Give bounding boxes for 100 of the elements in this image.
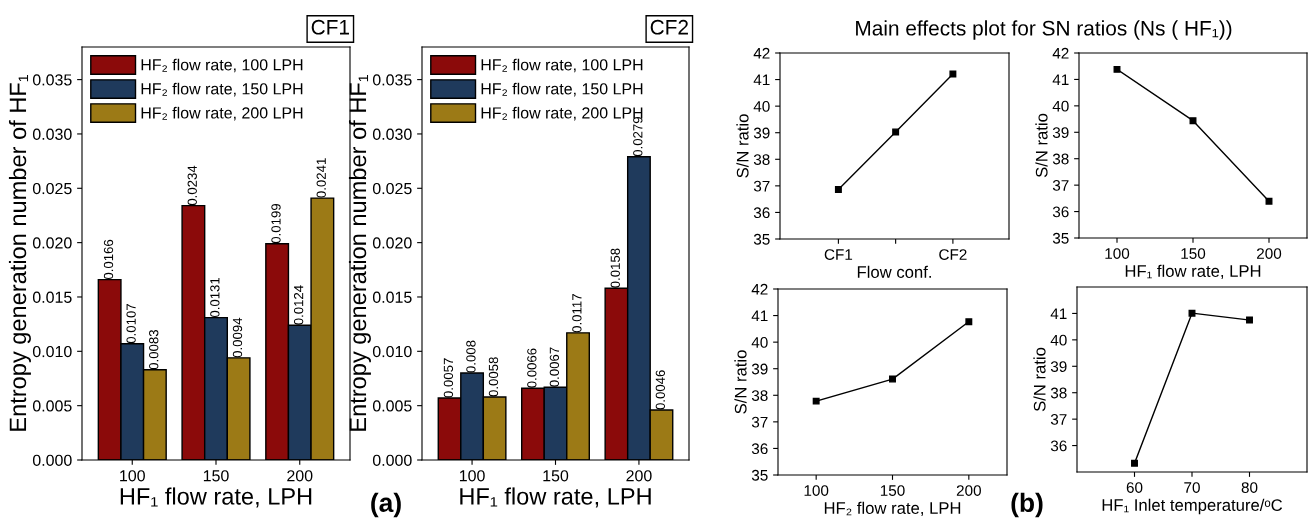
data-label: 0.0199: [271, 203, 281, 244]
y-tick-label: 0.015: [372, 291, 412, 303]
y-tick-label: 40: [1052, 100, 1069, 112]
data-label: 0.0131: [210, 277, 220, 318]
legend-label: HF₂ flow rate, 100 LPH: [481, 58, 643, 73]
point: [1113, 65, 1121, 73]
y-tick-label: 0.010: [32, 345, 72, 358]
data-label: 0.0234: [187, 165, 197, 206]
x-tick-label: 70: [1184, 482, 1200, 493]
y-tick-label: 35: [1052, 232, 1069, 244]
legend-label: HF₂ flow rate, 150 LPH: [481, 82, 643, 97]
point: [834, 186, 842, 194]
x-tick-label: CF1: [824, 249, 853, 260]
y-tick-label: 42: [1052, 47, 1069, 59]
y-tick-label: 40: [751, 337, 768, 348]
x-tick-label: 100: [459, 470, 485, 482]
y-tick-label: 0.025: [372, 182, 412, 195]
y-axis-title: Entropy generation number of HF₁: [8, 74, 31, 431]
y-tick-label: 0.035: [32, 74, 72, 86]
legend-label: HF₂ flow rate, 200 LPH: [141, 106, 303, 121]
y-tick-label: 42: [753, 47, 770, 59]
x-tick-label: 150: [1181, 248, 1206, 259]
chart-title: CF1: [311, 19, 349, 35]
y-tick-label: 38: [1050, 387, 1067, 399]
y-tick-label: 39: [753, 127, 770, 139]
data-label: 0.0166: [103, 239, 114, 280]
y-tick-label: 0.035: [372, 74, 412, 86]
point: [1188, 309, 1196, 317]
y-tick-label: 41: [1050, 308, 1067, 319]
x-tick-label: 100: [1105, 248, 1130, 259]
x-tick-label: 200: [626, 470, 652, 482]
legend-label: HF₂ flow rate, 100 LPH: [141, 58, 303, 73]
x-tick-label: 100: [804, 485, 829, 496]
x-axis-title: HF₁ Inlet temperature/ᵒC: [1102, 498, 1283, 515]
y-tick-label: 36: [1050, 440, 1067, 452]
point: [1265, 197, 1273, 205]
x-tick-label: 150: [880, 485, 905, 496]
y-tick-label: 0.020: [32, 237, 72, 249]
text: (b): [1011, 492, 1043, 518]
y-tick-label: 36: [751, 443, 768, 455]
data-label: 0.0107: [126, 304, 136, 344]
y-tick-label: 0.000: [32, 454, 72, 466]
point: [1131, 459, 1138, 467]
y-tick-label: 41: [753, 74, 770, 86]
y-tick-label: 35: [751, 469, 768, 481]
y-tick-label: 0.025: [32, 182, 72, 195]
y-tick-label: 37: [751, 416, 768, 428]
x-tick-label: 200: [1257, 248, 1282, 259]
data-label: 0.008: [466, 340, 476, 373]
y-axis-title: S/N ratio: [1033, 347, 1046, 412]
data-label: 0.0067: [549, 347, 560, 387]
chart-title: CF2: [650, 19, 688, 35]
y-tick-label: 36: [753, 207, 770, 219]
y-tick-label: 0.005: [372, 400, 412, 412]
y-tick-label: 42: [751, 283, 768, 295]
y-tick-label: 39: [1050, 361, 1067, 372]
y-tick-label: 0.020: [372, 237, 412, 249]
x-tick-label: 80: [1241, 482, 1258, 493]
y-tick-label: 36: [1052, 206, 1069, 218]
data-label: 0.0083: [149, 330, 159, 370]
y-tick-label: 35: [753, 233, 770, 245]
y-tick-label: 41: [751, 310, 768, 322]
y-tick-label: 40: [1050, 334, 1067, 346]
x-axis-title: HF₁ flow rate, LPH: [120, 487, 312, 508]
y-tick-label: 0.000: [372, 454, 412, 466]
y-tick-label: 0.010: [372, 345, 412, 358]
data-label: 0.0124: [293, 285, 304, 325]
chart-title: Main effects plot for SN ratios (Ns ( HF₁)): [856, 20, 1232, 40]
y-tick-label: 0.030: [372, 128, 412, 140]
point: [889, 375, 896, 383]
y-tick-label: 39: [751, 363, 768, 375]
y-tick-label: 38: [1052, 153, 1069, 165]
y-axis-title: S/N ratio: [1035, 113, 1048, 178]
data-label: 0.0117: [572, 294, 582, 333]
data-label: 0.0046: [655, 370, 666, 410]
y-tick-label: 37: [1052, 180, 1069, 191]
data-label: 0.0058: [488, 357, 499, 397]
x-tick-label: 150: [203, 470, 229, 482]
x-axis-title: Flow conf.: [857, 265, 931, 278]
text: (a): [371, 492, 401, 518]
y-tick-label: 38: [753, 154, 770, 165]
data-label: 0.0158: [610, 248, 620, 288]
y-tick-label: 39: [1052, 127, 1069, 138]
point: [1246, 316, 1253, 324]
x-tick-label: 200: [287, 470, 313, 482]
point: [892, 128, 900, 136]
y-axis-title: S/N ratio: [736, 114, 749, 178]
data-label: 0.0279: [633, 117, 643, 157]
x-axis-title: HF₂ flow rate, LPH: [824, 501, 961, 516]
data-label: 0.0241: [316, 158, 326, 198]
y-tick-label: 37: [753, 180, 770, 192]
x-tick-label: 100: [120, 470, 145, 482]
data-label: 0.0066: [527, 348, 537, 388]
y-axis-title: Entropy generation number of HF₁: [348, 74, 371, 431]
y-tick-label: 41: [1052, 74, 1069, 85]
data-label: 0.0094: [232, 317, 243, 358]
point: [949, 70, 957, 78]
x-tick-label: 200: [956, 485, 981, 496]
y-tick-label: 0.030: [32, 128, 72, 140]
y-tick-label: 40: [753, 101, 770, 112]
